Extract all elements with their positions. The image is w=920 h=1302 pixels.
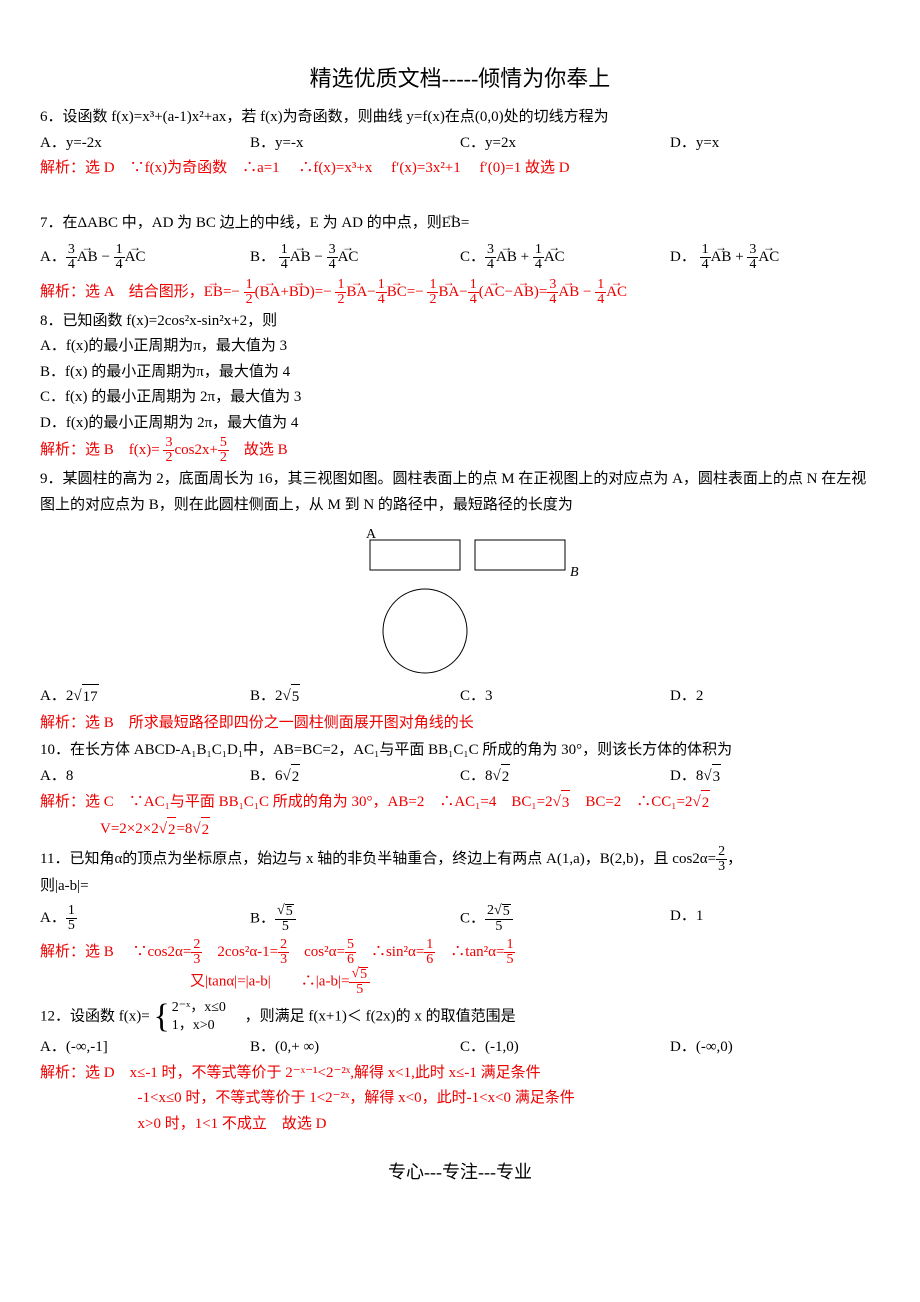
q10-solution-l2: V=2×2×22=82 [40, 817, 880, 844]
q7-choices: A．34AB − 14AC B． 14AB − 34AC C．34AB + 14… [40, 243, 880, 272]
q12-solution-l3: x>0 时，1<1 不成立 故选 D [40, 1112, 880, 1138]
q11-choice-a: A．15 [40, 904, 250, 934]
q6-choice-a: A．y=-2x [40, 131, 250, 157]
q10-sol-l2b: =8 [176, 821, 192, 837]
q11-sol-m2: cos²α= [289, 944, 345, 960]
q9-choice-d: D．2 [670, 684, 880, 711]
q9-choice-c: C．3 [460, 684, 670, 711]
q12-choice-a: A．(-∞,-1] [40, 1035, 250, 1061]
q10-solution: 解析：选 C ∵AC₁与平面 BB₁C₁C 所成的角为 30°，AB=2 ∴AC… [40, 790, 880, 817]
q8-stem: 8．已知函数 f(x)=2cos²x-sin²x+2，则 [40, 309, 880, 335]
q7-choice-c: C．34AB + 14AC [460, 243, 670, 272]
q12-stem: 12．设函数 f(x)= { 2⁻ˣ，x≤0 1，x>0 ，则满足 f(x+1)… [40, 999, 880, 1035]
q6-solution: 解析：选 D ∵f(x)为奇函数 ∴a=1 ∴f(x)=x³+x f′(x)=3… [40, 156, 880, 182]
q9-choice-b: B．25 [250, 684, 460, 711]
question-11: 11．已知角α的顶点为坐标原点，始边与 x 轴的非负半轴重合，终边上有两点 A(… [40, 845, 880, 997]
q11-sol-m4: ∴tan²α= [435, 944, 504, 960]
q9-stem: 9．某圆柱的高为 2，底面周长为 16，其三视图如图。圆柱表面上的点 M 在正视… [40, 467, 880, 518]
question-8: 8．已知函数 f(x)=2cos²x-sin²x+2，则 A．f(x)的最小正周… [40, 309, 880, 466]
q10-choice-d: D．83 [670, 764, 880, 791]
q12-stem-pre: 12．设函数 f(x)= [40, 1009, 153, 1025]
q6-stem: 6．设函数 f(x)=x³+(a-1)x²+ax，若 f(x)为奇函数，则曲线 … [40, 105, 880, 131]
q7-choice-a: A．34AB − 14AC [40, 243, 250, 272]
three-view-svg: A B [330, 526, 590, 676]
q8-choice-c: C．f(x) 的最小正周期为 2π，最大值为 3 [40, 385, 880, 411]
q11-solution-l2: 又|tanα|=|a-b| ∴|a-b|=55 [40, 967, 880, 997]
q8-sol-prefix: 解析：选 B f(x)= [40, 442, 163, 458]
q11-sol-m1: 2cos²α-1= [202, 944, 278, 960]
q11-solution: 解析：选 B ∵cos2α=23 2cos²α-1=23 cos²α=56 ∴s… [40, 938, 880, 967]
q11-stem: 11．已知角α的顶点为坐标原点，始边与 x 轴的非负半轴重合，终边上有两点 A(… [40, 845, 880, 874]
q12-solution-l1: 解析：选 D x≤-1 时，不等式等价于 2⁻ˣ⁻¹<2⁻²ˣ,解得 x<1,此… [40, 1061, 880, 1087]
q10-sol-l1b: BC=2 ∴CC₁=2 [570, 794, 692, 810]
question-10: 10．在长方体 ABCD-A₁B₁C₁D₁中，AB=BC=2，AC₁与平面 BB… [40, 738, 880, 843]
q10-sol-l2a: V=2×2×2 [100, 821, 159, 837]
piece-1: 2⁻ˣ，x≤0 [172, 1000, 226, 1015]
q10-choice-a: A．8 [40, 764, 250, 791]
q11-choice-b: B．55 [250, 904, 460, 934]
top-view-circle [383, 589, 467, 673]
q6-choice-d: D．y=x [670, 131, 880, 157]
q8-choice-d: D．f(x)的最小正周期为 2π，最大值为 4 [40, 411, 880, 437]
q9-diagram: A B [40, 526, 880, 676]
q7-stem-prefix: 7．在ΔABC 中，AD 为 BC 边上的中线，E 为 AD 的中点，则 [40, 215, 442, 231]
q7-stem-suffix: = [461, 215, 469, 231]
q7-sol-prefix: 解析：选 A 结合图形， [40, 284, 204, 300]
q12-stem-suf: ，则满足 f(x+1)＜ f(2x)的 x 的取值范围是 [230, 1009, 516, 1025]
q6-choices: A．y=-2x B．y=-x C．y=2x D．y=x [40, 131, 880, 157]
q10-choice-b: B．62 [250, 764, 460, 791]
vec-eb: EB [442, 211, 461, 237]
q11-stem-suf: ， [727, 851, 742, 867]
q12-choice-b: B．(0,+ ∞) [250, 1035, 460, 1061]
q7-solution: 解析：选 A 结合图形，EB=− 12(BA+BD)=− 12BA−14BC=−… [40, 278, 880, 307]
q9-choice-a: A．217 [40, 684, 250, 711]
q11-sol-l2-pre: 又|tanα|=|a-b| ∴|a-b|= [190, 973, 349, 989]
q11-stem-pre: 11．已知角α的顶点为坐标原点，始边与 x 轴的非负半轴重合，终边上有两点 A(… [40, 851, 716, 867]
q8-solution: 解析：选 B f(x)= 32cos2x+52 故选 B [40, 436, 880, 465]
q8-choice-a: A．f(x)的最小正周期为π，最大值为 3 [40, 334, 880, 360]
piece-2: 1，x>0 [172, 1018, 215, 1033]
q6-choice-c: C．y=2x [460, 131, 670, 157]
front-view-rect [370, 540, 460, 570]
q11-sol-m3: ∴sin²α= [356, 944, 424, 960]
question-12: 12．设函数 f(x)= { 2⁻ˣ，x≤0 1，x>0 ，则满足 f(x+1)… [40, 999, 880, 1137]
q7-stem: 7．在ΔABC 中，AD 为 BC 边上的中线，E 为 AD 的中点，则EB= [40, 211, 880, 237]
q12-solution-l2: -1<x≤0 时，不等式等价于 1<2⁻²ˣ，解得 x<0，此时-1<x<0 满… [40, 1086, 880, 1112]
question-6: 6．设函数 f(x)=x³+(a-1)x²+ax，若 f(x)为奇函数，则曲线 … [40, 105, 880, 182]
side-view-rect [475, 540, 565, 570]
q11-choice-c: C．255 [460, 904, 670, 934]
question-7: 7．在ΔABC 中，AD 为 BC 边上的中线，E 为 AD 的中点，则EB= … [40, 211, 880, 307]
label-b: B [570, 565, 579, 580]
q9-solution: 解析：选 B 所求最短路径即四份之一圆柱侧面展开图对角线的长 [40, 711, 880, 737]
q10-choices: A．8 B．62 C．82 D．83 [40, 764, 880, 791]
q10-choice-c: C．82 [460, 764, 670, 791]
q9-choices: A．217 B．25 C．3 D．2 [40, 684, 880, 711]
q12-choices: A．(-∞,-1] B．(0,+ ∞) C．(-1,0) D．(-∞,0) [40, 1035, 880, 1061]
q11-choices: A．15 B．55 C．255 D．1 [40, 904, 880, 934]
q11-choice-d: D．1 [670, 904, 880, 934]
q12-choice-c: C．(-1,0) [460, 1035, 670, 1061]
piecewise: { 2⁻ˣ，x≤0 1，x>0 [153, 999, 225, 1035]
q11-line2: 则|a-b|= [40, 874, 880, 900]
q8-sol-suffix: 故选 B [229, 442, 288, 458]
page-header: 精选优质文档-----倾情为你奉上 [40, 60, 880, 97]
question-9: 9．某圆柱的高为 2，底面周长为 16，其三视图如图。圆柱表面上的点 M 在正视… [40, 467, 880, 736]
page-footer: 专心---专注---专业 [40, 1157, 880, 1188]
q12-choice-d: D．(-∞,0) [670, 1035, 880, 1061]
q10-sol-l1a: 解析：选 C ∵AC₁与平面 BB₁C₁C 所成的角为 30°，AB=2 ∴AC… [40, 794, 553, 810]
q6-choice-b: B．y=-x [250, 131, 460, 157]
q7-choice-b: B． 14AB − 34AC [250, 243, 460, 272]
q10-stem: 10．在长方体 ABCD-A₁B₁C₁D₁中，AB=BC=2，AC₁与平面 BB… [40, 738, 880, 764]
q11-sol-pre: 解析：选 B ∵cos2α= [40, 944, 191, 960]
q8-choice-b: B．f(x) 的最小正周期为π，最大值为 4 [40, 360, 880, 386]
q7-choice-d: D． 14AB + 34AC [670, 243, 880, 272]
